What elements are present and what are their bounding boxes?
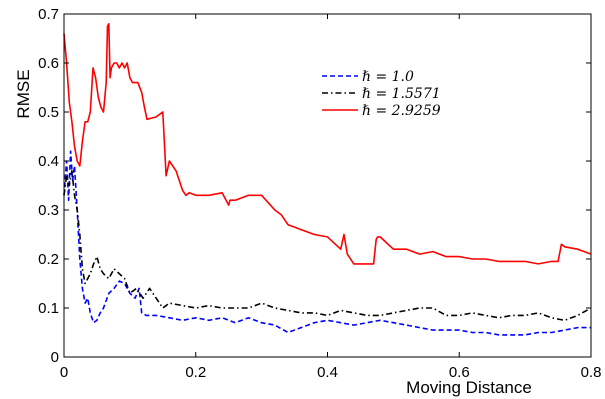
y-tick-label: 0.4 [38,153,59,170]
legend-label-2: ℏ = 1.5571 [362,86,441,102]
x-tick-label: 0.6 [449,364,470,381]
x-tick-label: 0.2 [185,364,206,381]
series-line-3 [63,23,592,265]
y-tick-label: 0.6 [38,55,59,72]
y-tick-label: 0 [51,349,59,366]
series-line-2 [63,170,592,322]
y-tick-label: 0.2 [38,251,59,268]
x-axis: 0 0.2 0.4 0.6 0.8 [60,14,602,381]
x-tick-label: 0.8 [581,364,602,381]
y-tick-label: 0.7 [38,6,59,23]
y-axis: 0 0.1 0.2 0.3 0.4 0.5 0.6 0.7 [38,6,591,366]
y-axis-label: RMSE [14,69,33,118]
y-tick-label: 0.5 [38,104,59,121]
x-axis-label: Moving Distance [406,378,532,397]
x-tick-label: 0.4 [317,364,338,381]
plot-area [64,14,591,357]
y-tick-label: 0.3 [38,202,59,219]
y-tick-label: 0.1 [38,300,59,317]
series-line-1 [63,150,591,336]
legend-label-3: ℏ = 2.9259 [362,103,441,119]
legend-label-1: ℏ = 1.0 [362,69,414,85]
series-layer [63,23,592,336]
x-tick-label: 0 [60,364,68,381]
